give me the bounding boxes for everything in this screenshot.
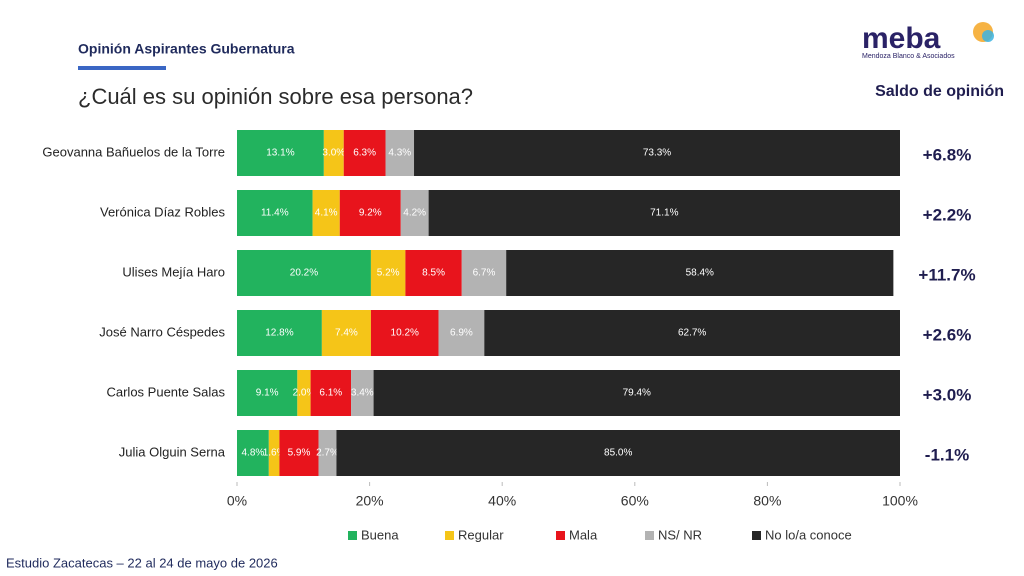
value-label: 6.9% (450, 328, 473, 339)
legend-label: Regular (458, 527, 504, 542)
bar-segment (506, 250, 894, 296)
legend-label: NS/ NR (658, 527, 702, 542)
saldo-value: -1.1% (925, 445, 969, 464)
value-label: 7.4% (335, 328, 358, 339)
value-label: 13.1% (266, 148, 294, 159)
legend-swatch (445, 531, 454, 540)
bar-segment (373, 370, 900, 416)
value-label: 4.3% (388, 148, 411, 159)
legend-label: No lo/a conoce (765, 527, 852, 542)
value-label: 5.2% (377, 268, 400, 279)
saldo-value: +3.0% (923, 385, 972, 404)
bar-segment (310, 370, 352, 416)
bar-segment (279, 430, 319, 476)
category-label: Verónica Díaz Robles (100, 204, 226, 219)
logo-subtitle: Mendoza Blanco & Asociados (862, 53, 955, 60)
value-label: 3.0% (322, 148, 345, 159)
saldo-value: +11.7% (918, 265, 975, 284)
value-label: 9.2% (359, 208, 382, 219)
bar-segment (237, 250, 371, 296)
value-label: 3.4% (351, 388, 374, 399)
value-label: 11.4% (261, 208, 289, 219)
bar-segment (428, 190, 900, 236)
value-label: 1.6% (263, 448, 286, 459)
bar-segment (385, 130, 415, 176)
value-label: 58.4% (686, 268, 714, 279)
category-label: José Narro Céspedes (99, 324, 225, 339)
bar-segment (461, 250, 507, 296)
bar-segment (237, 430, 269, 476)
legend-label: Buena (361, 527, 399, 542)
logo: meba (862, 22, 941, 55)
header: Opinión Aspirantes Gubernatura (78, 41, 295, 57)
bar-segment (339, 190, 401, 236)
value-label: 2.7% (316, 448, 339, 459)
value-label: 8.5% (422, 268, 445, 279)
legend-swatch (348, 531, 357, 540)
category-label: Carlos Puente Salas (106, 384, 225, 399)
legend-swatch (556, 531, 565, 540)
saldo-value: +2.6% (923, 325, 972, 344)
bar-segment (438, 310, 485, 356)
bar-segment (414, 130, 900, 176)
bar-segment (336, 430, 900, 476)
value-label: 5.9% (288, 448, 311, 459)
x-tick-label: 100% (882, 493, 918, 509)
legend-label: Mala (569, 527, 598, 542)
category-label: Geovanna Bañuelos de la Torre (42, 144, 225, 159)
chart-title: ¿Cuál es su opinión sobre esa persona? (78, 84, 473, 109)
category-label: Julia Olguin Serna (119, 444, 226, 459)
value-label: 10.2% (391, 328, 419, 339)
value-label: 4.2% (403, 208, 426, 219)
bar-segment (237, 130, 324, 176)
bar-segment (268, 430, 280, 476)
bar-segment (237, 370, 298, 416)
bar-segment (405, 250, 462, 296)
value-label: 4.8% (242, 448, 265, 459)
bar-segment (237, 310, 322, 356)
saldo-title: Saldo de opinión (875, 83, 1004, 100)
logo-icon (982, 30, 994, 42)
value-label: 12.8% (265, 328, 293, 339)
value-label: 6.3% (353, 148, 376, 159)
value-label: 9.1% (256, 388, 279, 399)
value-label: 62.7% (678, 328, 706, 339)
legend-swatch (645, 531, 654, 540)
x-tick-label: 80% (753, 493, 781, 509)
header-underline (78, 66, 166, 70)
legend-swatch (752, 531, 761, 540)
bar-segment (351, 370, 374, 416)
x-tick-label: 0% (227, 493, 247, 509)
value-label: 6.7% (473, 268, 496, 279)
saldo-value: +2.2% (923, 205, 972, 224)
value-label: 79.4% (623, 388, 651, 399)
value-label: 71.1% (650, 208, 678, 219)
bar-segment (318, 430, 337, 476)
bar-segment (323, 130, 344, 176)
value-label: 6.1% (319, 388, 342, 399)
category-label: Ulises Mejía Haro (122, 264, 225, 279)
saldo-value: +6.8% (923, 145, 972, 164)
bar-segment (370, 310, 439, 356)
x-tick-label: 40% (488, 493, 516, 509)
x-tick-label: 20% (356, 493, 384, 509)
value-label: 85.0% (604, 448, 632, 459)
value-label: 4.1% (315, 208, 338, 219)
x-tick-label: 60% (621, 493, 649, 509)
bar-segment (484, 310, 900, 356)
bar-segment (297, 370, 311, 416)
bar-segment (321, 310, 371, 356)
bar-segment (237, 190, 313, 236)
value-label: 20.2% (290, 268, 318, 279)
bar-segment (312, 190, 340, 236)
bar-segment (400, 190, 429, 236)
value-label: 73.3% (643, 148, 671, 159)
footer: Estudio Zacatecas – 22 al 24 de mayo de … (6, 555, 278, 570)
bar-segment (343, 130, 386, 176)
bar-segment (370, 250, 406, 296)
value-label: 2.0% (293, 388, 316, 399)
